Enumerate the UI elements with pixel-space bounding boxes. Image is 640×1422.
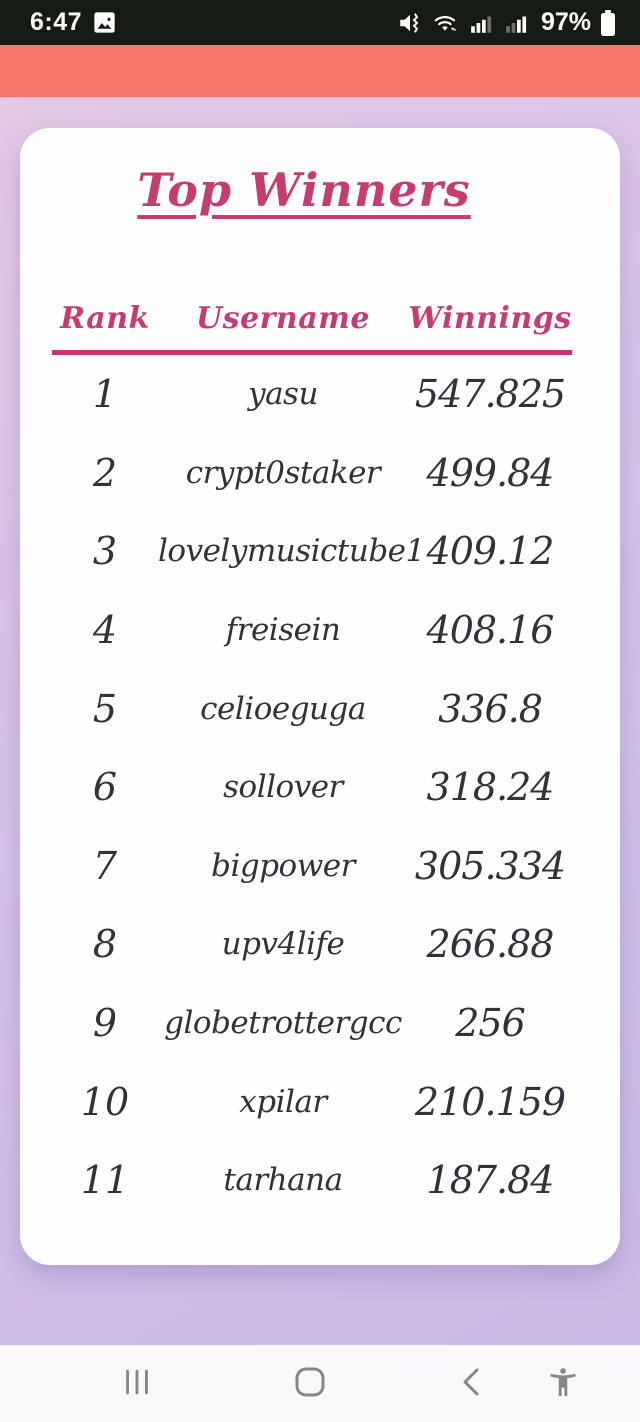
rank-cell: 8 bbox=[92, 922, 118, 967]
username-cell: globetrottergcc bbox=[164, 1004, 402, 1041]
status-bar: 6:47 bbox=[0, 0, 640, 45]
accessibility-button[interactable] bbox=[535, 1356, 591, 1412]
rank-cell: 1 bbox=[92, 372, 118, 417]
table-row: 1 yasu 547.825 bbox=[52, 355, 572, 434]
winnings-cell: 305.334 bbox=[414, 843, 566, 888]
winnings-cell: 336.8 bbox=[438, 686, 543, 731]
table-row: 4 freisein 408.16 bbox=[52, 591, 572, 670]
recents-icon bbox=[120, 1365, 154, 1403]
accessibility-person-icon bbox=[546, 1365, 580, 1403]
signal-bars-icon bbox=[469, 10, 495, 36]
back-button[interactable] bbox=[444, 1356, 500, 1412]
winnings-cell: 266.88 bbox=[426, 922, 555, 967]
winners-table: Rank Username Winnings 1 yasu 547.825 2 … bbox=[52, 275, 572, 1220]
column-header-winnings: Winnings bbox=[408, 300, 572, 336]
signal-bars-2-icon bbox=[504, 10, 530, 36]
username-cell: sollover bbox=[223, 769, 343, 806]
username-cell: lovelymusictube1 bbox=[158, 533, 425, 570]
winnings-cell: 256 bbox=[455, 1000, 526, 1045]
coral-banner bbox=[0, 45, 640, 97]
clock: 6:47 bbox=[30, 8, 83, 36]
rank-cell: 9 bbox=[92, 1000, 118, 1045]
rank-cell: 3 bbox=[92, 529, 118, 574]
table-row: 2 crypt0staker 499.84 bbox=[52, 433, 572, 512]
mute-vibrate-icon bbox=[397, 10, 423, 36]
wifi-icon bbox=[432, 10, 460, 36]
rank-cell: 11 bbox=[80, 1158, 130, 1203]
winners-table-body: 1 yasu 547.825 2 crypt0staker 499.84 3 l… bbox=[52, 355, 572, 1220]
table-row: 8 upv4life 266.88 bbox=[52, 905, 572, 984]
page-title: Top Winners bbox=[137, 163, 471, 217]
username-cell: freisein bbox=[225, 611, 341, 648]
photo-icon bbox=[91, 9, 118, 36]
column-header-username: Username bbox=[195, 300, 371, 336]
table-row: 11 tarhana 187.84 bbox=[52, 1141, 572, 1220]
rank-cell: 5 bbox=[92, 686, 118, 731]
table-row: 9 globetrottergcc 256 bbox=[52, 984, 572, 1063]
home-icon bbox=[292, 1364, 328, 1404]
username-cell: xpilar bbox=[239, 1083, 327, 1120]
username-cell: bigpower bbox=[211, 847, 355, 884]
winnings-cell: 409.12 bbox=[426, 529, 555, 574]
username-cell: crypt0staker bbox=[185, 454, 381, 491]
table-row: 6 sollover 318.24 bbox=[52, 748, 572, 827]
column-header-rank: Rank bbox=[60, 300, 150, 336]
winnings-cell: 499.84 bbox=[426, 450, 555, 495]
battery-icon bbox=[600, 9, 616, 37]
battery-percent: 97% bbox=[540, 8, 591, 36]
table-row: 7 bigpower 305.334 bbox=[52, 826, 572, 905]
username-cell: upv4life bbox=[221, 926, 345, 963]
rank-cell: 6 bbox=[92, 765, 118, 810]
winnings-cell: 408.16 bbox=[426, 607, 555, 652]
rank-cell: 10 bbox=[80, 1079, 130, 1124]
winners-card: Top Winners Rank Username Winnings 1 yas… bbox=[20, 128, 620, 1265]
username-cell: celioeguga bbox=[200, 690, 366, 727]
back-chevron-icon bbox=[457, 1365, 487, 1403]
winnings-cell: 318.24 bbox=[426, 765, 555, 810]
recents-button[interactable] bbox=[109, 1356, 165, 1412]
page-background: Top Winners Rank Username Winnings 1 yas… bbox=[0, 97, 640, 1345]
winnings-cell: 210.159 bbox=[414, 1079, 566, 1124]
winnings-cell: 187.84 bbox=[426, 1158, 555, 1203]
table-row: 10 xpilar 210.159 bbox=[52, 1062, 572, 1141]
navigation-bar bbox=[0, 1345, 640, 1422]
rank-cell: 4 bbox=[92, 607, 118, 652]
username-cell: yasu bbox=[248, 376, 318, 413]
home-button[interactable] bbox=[282, 1356, 338, 1412]
winnings-cell: 547.825 bbox=[414, 372, 566, 417]
rank-cell: 2 bbox=[92, 450, 118, 495]
username-cell: tarhana bbox=[223, 1162, 343, 1199]
table-row: 3 lovelymusictube1 409.12 bbox=[52, 512, 572, 591]
table-row: 5 celioeguga 336.8 bbox=[52, 669, 572, 748]
rank-cell: 7 bbox=[92, 843, 118, 888]
table-header-row: Rank Username Winnings bbox=[52, 275, 572, 355]
